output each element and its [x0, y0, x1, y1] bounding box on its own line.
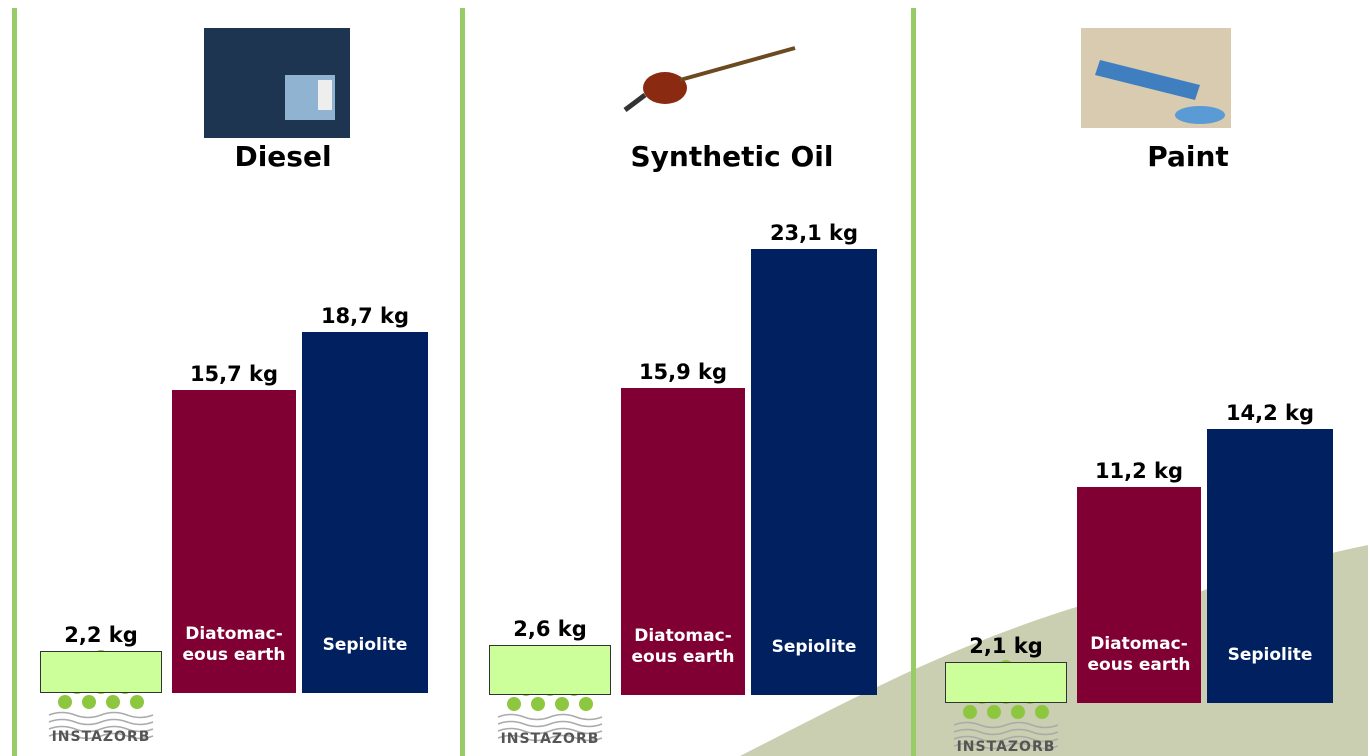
category-label: Diatomac- eous earth [621, 625, 745, 669]
photo-diesel [204, 28, 350, 138]
logo-dot [507, 697, 521, 711]
logo-dot [579, 697, 593, 711]
bar [40, 651, 162, 693]
photo-oil [625, 48, 795, 110]
category-label: Sepiolite [751, 625, 877, 669]
category-label: Sepiolite [1207, 633, 1333, 677]
category-label: Sepiolite [302, 623, 428, 667]
logo-dot [58, 695, 72, 709]
value-label: 14,2 kg [1190, 401, 1350, 425]
logo-wave [498, 715, 602, 720]
logo-wave [498, 722, 602, 727]
logo-dot [1035, 705, 1049, 719]
logo-dot [555, 697, 569, 711]
bar [945, 662, 1067, 703]
divider [12, 8, 17, 756]
value-label: 15,9 kg [603, 360, 763, 384]
category-label: INSTAZORB [41, 729, 161, 745]
logo-dot [82, 695, 96, 709]
chart-title: Diesel [133, 140, 433, 173]
logo-dot [130, 695, 144, 709]
divider [911, 8, 916, 756]
divider [460, 8, 465, 756]
category-label: INSTAZORB [490, 731, 610, 747]
value-label: 23,1 kg [734, 221, 894, 245]
category-label: Diatomac- eous earth [172, 623, 296, 667]
logo-wave [49, 713, 153, 718]
photo-paint [1081, 28, 1231, 128]
value-label: 15,7 kg [154, 362, 314, 386]
value-label: 2,2 kg [21, 623, 181, 647]
value-label: 2,1 kg [926, 634, 1086, 658]
chart-title: Synthetic Oil [582, 140, 882, 173]
logo-dot [106, 695, 120, 709]
category-label: INSTAZORB [946, 739, 1066, 755]
logo-dot [987, 705, 1001, 719]
chart-title: Paint [1038, 140, 1338, 173]
page: (() => { const data = JSON.parse(documen… [0, 0, 1368, 756]
logo-wave [49, 720, 153, 725]
value-label: 11,2 kg [1059, 459, 1219, 483]
logo-dot [531, 697, 545, 711]
category-label: Diatomac- eous earth [1077, 633, 1201, 677]
bar [489, 645, 611, 695]
value-label: 18,7 kg [285, 304, 445, 328]
logo-dot [1011, 705, 1025, 719]
logo-dot [963, 705, 977, 719]
value-label: 2,6 kg [470, 617, 630, 641]
